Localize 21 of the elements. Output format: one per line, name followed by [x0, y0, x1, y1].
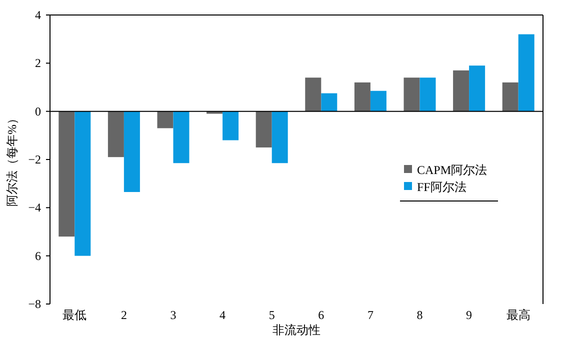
x-tick-label: 最高 [506, 308, 530, 322]
x-axis-title: 非流动性 [272, 323, 320, 337]
y-tick-label: 4 [35, 8, 41, 22]
legend-label: CAPM阿尔法 [417, 163, 488, 177]
x-tick-label: 8 [416, 308, 423, 322]
x-tick-label: 4 [220, 308, 226, 322]
x-tick-label: 5 [268, 308, 275, 322]
legend-label: FF阿尔法 [417, 180, 466, 194]
x-tick-label: 6 [318, 308, 324, 322]
y-tick-label: 0 [35, 104, 41, 118]
x-tick-label: 2 [120, 308, 127, 322]
x-tick-label: 9 [466, 308, 472, 322]
y-tick-label: 6 [35, 248, 41, 263]
y-tick-label: −8 [28, 297, 41, 311]
y-axis-title: 阿尔法（每年%） [5, 112, 19, 206]
y-tick-label: −2 [28, 152, 41, 166]
x-tick-label: 最低 [62, 308, 87, 322]
x-tick-label: 3 [170, 308, 176, 322]
x-tick-label: 7 [367, 308, 374, 322]
y-tick-label: −4 [28, 200, 41, 215]
y-tick-label: 2 [35, 56, 41, 70]
